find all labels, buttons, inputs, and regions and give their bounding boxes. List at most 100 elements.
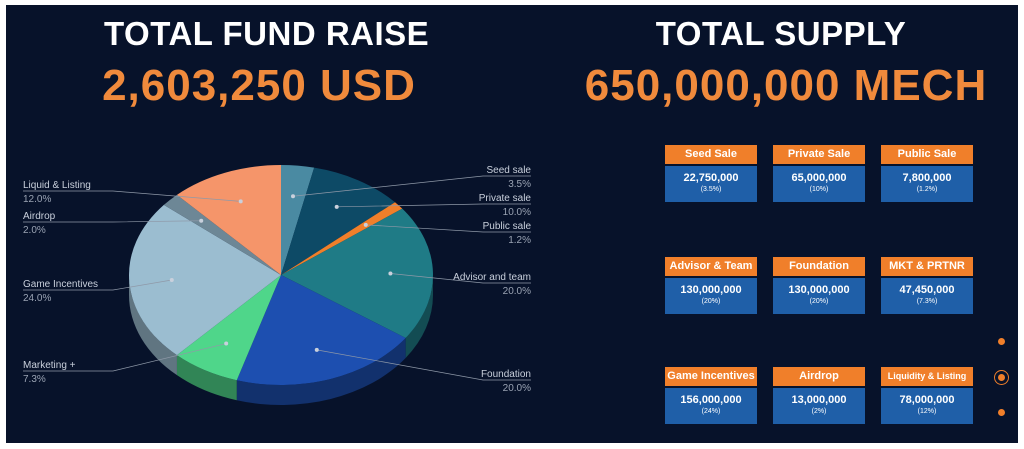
allocation-body: 130,000,000 (20%) xyxy=(665,278,757,314)
pie-percent-3: 20.0% xyxy=(503,286,531,297)
pie-percent-8: 12.0% xyxy=(23,194,51,205)
pie-leader-3 xyxy=(390,273,531,284)
pie-percent-4: 20.0% xyxy=(503,383,531,394)
pie-side-3 xyxy=(405,275,433,358)
allocation-body: 7,800,000 (1.2%) xyxy=(881,166,973,202)
pie-slice-5 xyxy=(176,275,281,381)
allocation-body: 65,000,000 (10%) xyxy=(773,166,865,202)
slide: TOTAL FUND RAISE 2,603,250 USD TOTAL SUP… xyxy=(6,5,1018,443)
allocation-amount: 65,000,000 xyxy=(791,172,847,184)
pie-slices xyxy=(129,165,433,385)
allocation-card-seed-sale: Seed Sale 22,750,000 (3.5%) xyxy=(665,145,757,202)
pie-leader-5 xyxy=(23,343,227,372)
allocation-percent: (12%) xyxy=(917,408,937,415)
pie-leader-1 xyxy=(336,203,531,208)
allocation-card-airdrop: Airdrop 13,000,000 (2%) xyxy=(773,367,865,424)
allocation-amount: 47,450,000 xyxy=(899,284,955,296)
allocation-percent: (20%) xyxy=(701,298,721,305)
pie-leader-6 xyxy=(23,279,172,291)
pie-label-2: Public sale xyxy=(483,221,532,232)
pie-slice-4 xyxy=(236,275,406,385)
pie-label-5: Marketing + xyxy=(23,360,76,371)
token-distribution-pie-chart: Seed sale 3.5% Private sale 10.0% Public sal… xyxy=(23,165,531,405)
pie-leader-0 xyxy=(292,175,531,197)
pager-dot-1[interactable] xyxy=(998,338,1005,345)
allocation-card-public-sale: Public Sale 7,800,000 (1.2%) xyxy=(881,145,973,202)
pie-label-4: Foundation xyxy=(481,369,531,380)
allocation-percent: (3.5%) xyxy=(700,186,722,193)
pie-percent-7: 2.0% xyxy=(23,225,46,236)
allocation-body: 22,750,000 (3.5%) xyxy=(665,166,757,202)
pie-percent-1: 10.0% xyxy=(503,207,531,218)
allocation-percent: (2%) xyxy=(811,408,827,415)
allocation-name: Liquidity & Listing xyxy=(881,367,973,386)
pie-leader-dot-7 xyxy=(199,218,204,223)
pie-leader-7 xyxy=(23,220,202,223)
allocation-name: Seed Sale xyxy=(665,145,757,164)
fund-title: TOTAL FUND RAISE xyxy=(104,15,430,52)
pie-leader-4 xyxy=(316,349,531,381)
pager-dot-2-active[interactable] xyxy=(998,374,1005,381)
supply-value: 650,000,000 MECH xyxy=(584,61,988,110)
allocation-amount: 7,800,000 xyxy=(902,172,952,184)
pie-sides xyxy=(129,275,433,405)
pie-leader-dot-6 xyxy=(169,277,174,282)
pie-labels: Seed sale 3.5% Private sale 10.0% Public sal… xyxy=(23,165,531,394)
pie-side-5 xyxy=(176,355,237,401)
allocation-card-private-sale: Private Sale 65,000,000 (10%) xyxy=(773,145,865,202)
pie-label-7: Airdrop xyxy=(23,211,56,222)
pie-label-0: Seed sale xyxy=(487,165,532,176)
allocation-amount: 130,000,000 xyxy=(788,284,850,296)
pie-percent-6: 24.0% xyxy=(23,293,51,304)
allocation-name: MKT & PRTNR xyxy=(881,257,973,276)
pie-label-8: Liquid & Listing xyxy=(23,180,91,191)
allocation-body: 47,450,000 (7.3%) xyxy=(881,278,973,314)
pager-dot-3[interactable] xyxy=(998,409,1005,416)
allocation-amount: 13,000,000 xyxy=(791,394,847,406)
allocation-name: Public Sale xyxy=(881,145,973,164)
pie-leader-2 xyxy=(365,224,531,233)
allocation-card-game-incentives: Game Incentives 156,000,000 (24%) xyxy=(665,367,757,424)
allocation-percent: (7.3%) xyxy=(916,298,938,305)
allocation-body: 78,000,000 (12%) xyxy=(881,388,973,424)
allocation-name: Airdrop xyxy=(773,367,865,386)
pie-percent-5: 7.3% xyxy=(23,374,46,385)
pie-leader-dot-8 xyxy=(238,199,243,204)
allocation-card-liquidity-listing: Liquidity & Listing 78,000,000 (12%) xyxy=(881,367,973,424)
allocation-percent: (10%) xyxy=(809,186,829,193)
allocation-name: Advisor & Team xyxy=(665,257,757,276)
allocation-amount: 22,750,000 xyxy=(683,172,739,184)
allocation-name: Private Sale xyxy=(773,145,865,164)
allocation-body: 13,000,000 (2%) xyxy=(773,388,865,424)
pie-slice-8 xyxy=(176,165,281,275)
allocation-card-foundation: Foundation 130,000,000 (20%) xyxy=(773,257,865,314)
pie-leader-dot-0 xyxy=(291,194,296,199)
pie-label-6: Game Incentives xyxy=(23,279,98,290)
pie-slice-2 xyxy=(281,202,403,275)
supply-title: TOTAL SUPPLY xyxy=(655,15,907,52)
pie-leader-dot-5 xyxy=(224,341,229,346)
allocation-body: 130,000,000 (20%) xyxy=(773,278,865,314)
pie-leader-dot-2 xyxy=(363,222,368,227)
allocation-name: Foundation xyxy=(773,257,865,276)
pie-leader-dot-1 xyxy=(334,204,339,209)
fund-value: 2,603,250 USD xyxy=(102,61,416,110)
pie-slice-0 xyxy=(281,165,315,275)
pie-percent-0: 3.5% xyxy=(508,179,531,190)
allocation-body: 156,000,000 (24%) xyxy=(665,388,757,424)
allocation-percent: (24%) xyxy=(701,408,721,415)
allocation-card-advisor-team: Advisor & Team 130,000,000 (20%) xyxy=(665,257,757,314)
allocation-amount: 156,000,000 xyxy=(680,394,742,406)
pie-side-6 xyxy=(129,275,177,376)
allocation-amount: 130,000,000 xyxy=(680,284,742,296)
pie-percent-2: 1.2% xyxy=(508,235,531,246)
pie-leader-dot-4 xyxy=(314,347,319,352)
pie-label-1: Private sale xyxy=(479,193,532,204)
allocation-amount: 78,000,000 xyxy=(899,394,955,406)
pie-leader-lines xyxy=(23,175,531,381)
pie-label-3: Advisor and team xyxy=(453,272,531,283)
pie-side-4 xyxy=(236,337,406,405)
pie-slice-6 xyxy=(129,204,281,356)
pie-slice-3 xyxy=(281,208,433,338)
pie-leader-dot-3 xyxy=(388,271,393,276)
